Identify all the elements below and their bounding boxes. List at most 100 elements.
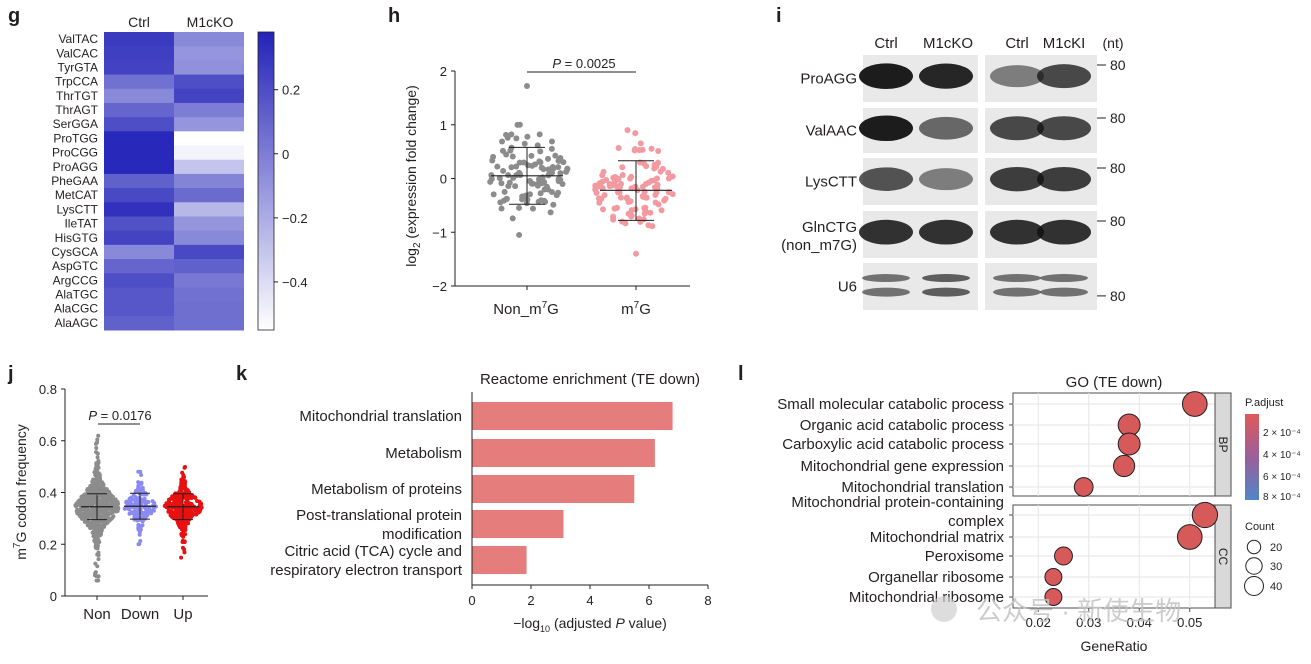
- blot-band: [919, 168, 973, 191]
- j-point: [93, 561, 98, 566]
- j-point: [140, 523, 145, 528]
- j-point: [181, 480, 186, 485]
- h-point: [552, 152, 559, 159]
- k-bar-label: Metabolism: [385, 445, 462, 462]
- blot-band: [993, 287, 1041, 297]
- blot-header-ctrl-left: Ctrl: [874, 35, 897, 52]
- h-point: [643, 194, 650, 201]
- heatmap-cell: [104, 145, 174, 161]
- h-point: [516, 170, 523, 177]
- heatmap-cell: [104, 315, 174, 331]
- h-point: [501, 188, 508, 195]
- blot-marker-label: 80: [1110, 57, 1126, 73]
- panel-label-i: i: [776, 5, 782, 27]
- h-point: [625, 198, 632, 205]
- j-point: [139, 473, 144, 478]
- j-point: [151, 508, 156, 513]
- j-point: [131, 497, 136, 502]
- blot-band: [993, 274, 1041, 283]
- h-point: [521, 140, 528, 147]
- colorbar-tick-label: 0: [282, 147, 289, 162]
- h-point: [509, 153, 516, 160]
- l-facet-strip: [1214, 392, 1232, 497]
- j-point: [93, 484, 98, 489]
- k-axes: 0 2 4 6 8: [468, 392, 712, 608]
- j-point: [93, 573, 98, 578]
- h-point: [641, 210, 648, 217]
- h-point: [537, 148, 544, 155]
- watermark-icon: [931, 596, 957, 622]
- j-point: [115, 505, 120, 510]
- h-point: [513, 163, 520, 170]
- h-point: [498, 180, 505, 187]
- heatmap-cell: [174, 216, 244, 232]
- h-point: [538, 197, 545, 204]
- h-point: [619, 164, 626, 171]
- h-ylabel: log2 (expression fold change): [403, 85, 423, 266]
- l-term-label: Mitochondrial matrix: [870, 529, 1005, 546]
- heatmap-cell: [174, 202, 244, 217]
- h-point: [500, 167, 507, 174]
- k-bar-label: Post-translational protein: [296, 507, 462, 524]
- j-point: [174, 494, 179, 499]
- heatmap-col-ctrl: Ctrl: [128, 14, 150, 30]
- h-point: [503, 131, 510, 138]
- heatmap-cell: [174, 315, 244, 331]
- blot-band: [1040, 287, 1088, 297]
- blot-band: [859, 63, 913, 89]
- blot-header-m1cko: M1cKO: [923, 35, 973, 52]
- h-point: [599, 185, 606, 192]
- h-xlabel-non-m7g: Non_m7G: [493, 300, 559, 318]
- h-point: [557, 176, 564, 183]
- l-xlabel: GeneRatio: [1081, 638, 1148, 654]
- h-point: [538, 164, 545, 171]
- blot-band: [922, 287, 970, 297]
- heatmap-cell: [104, 230, 174, 246]
- l-term-label: Peroxisome: [925, 548, 1004, 565]
- j-point: [95, 455, 100, 460]
- j-point: [102, 518, 107, 523]
- h-point: [548, 145, 555, 152]
- l-term-label-2: complex: [948, 513, 1004, 530]
- h-point: [489, 157, 496, 164]
- j-point: [100, 490, 105, 495]
- heatmap-cell: [174, 287, 244, 303]
- k-xlabel: −log10 (adjusted P value): [513, 615, 667, 634]
- heatmap-cell: [174, 244, 244, 260]
- panel-label-l: l: [738, 363, 744, 385]
- j-point: [94, 525, 99, 530]
- panel-i: i Ctrl M1cKO Ctrl M1cKI (nt) ProAGG 80 Val…: [776, 5, 1126, 310]
- heatmap-cell: [174, 32, 244, 47]
- blot-header-ctrl-right: Ctrl: [1005, 35, 1028, 52]
- heatmap-row-label: ThrTGT: [56, 89, 99, 103]
- k-xtick-label: 6: [645, 593, 652, 608]
- l-legend: P.adjust 2 × 10⁻⁴ 4 × 10⁻⁴ 6 × 10⁻⁴ 8 × 10⁻⁴…: [1244, 397, 1301, 596]
- j-ytick-label: 0.4: [39, 486, 57, 501]
- j-point: [138, 507, 143, 512]
- j-point: [170, 496, 175, 501]
- blot-band: [862, 287, 910, 297]
- heatmap-row-label: ValCAC: [56, 46, 98, 60]
- colorbar: [257, 31, 275, 331]
- l-legend-count-tick: 20: [1270, 542, 1282, 554]
- blot-band: [862, 274, 910, 283]
- l-plot: BP Small molecular catabolic process Organ…: [777, 391, 1232, 630]
- h-point: [529, 205, 536, 212]
- j-ytick-label: 0.6: [39, 434, 57, 449]
- j-point: [103, 512, 108, 517]
- blot-band: [990, 65, 1044, 88]
- heatmap-row-label: SerGGA: [53, 117, 98, 131]
- l-legend-padj-tick: 2 × 10⁻⁴: [1263, 428, 1301, 439]
- heatmap-row-label: MetCAT: [55, 188, 99, 202]
- j-point: [133, 494, 138, 499]
- h-point: [564, 166, 571, 173]
- j-point: [89, 525, 94, 530]
- j-point: [91, 508, 96, 513]
- blot-right: [985, 263, 1097, 310]
- panel-k: k Reactome enrichment (TE down) Mitochon…: [236, 363, 712, 634]
- blot-band: [1040, 274, 1088, 283]
- l-facet-strip: [1214, 504, 1232, 609]
- blot-header-m1cki: M1cKI: [1043, 35, 1086, 52]
- heatmap-row-label: AlaCGC: [54, 302, 98, 316]
- j-point: [137, 532, 142, 537]
